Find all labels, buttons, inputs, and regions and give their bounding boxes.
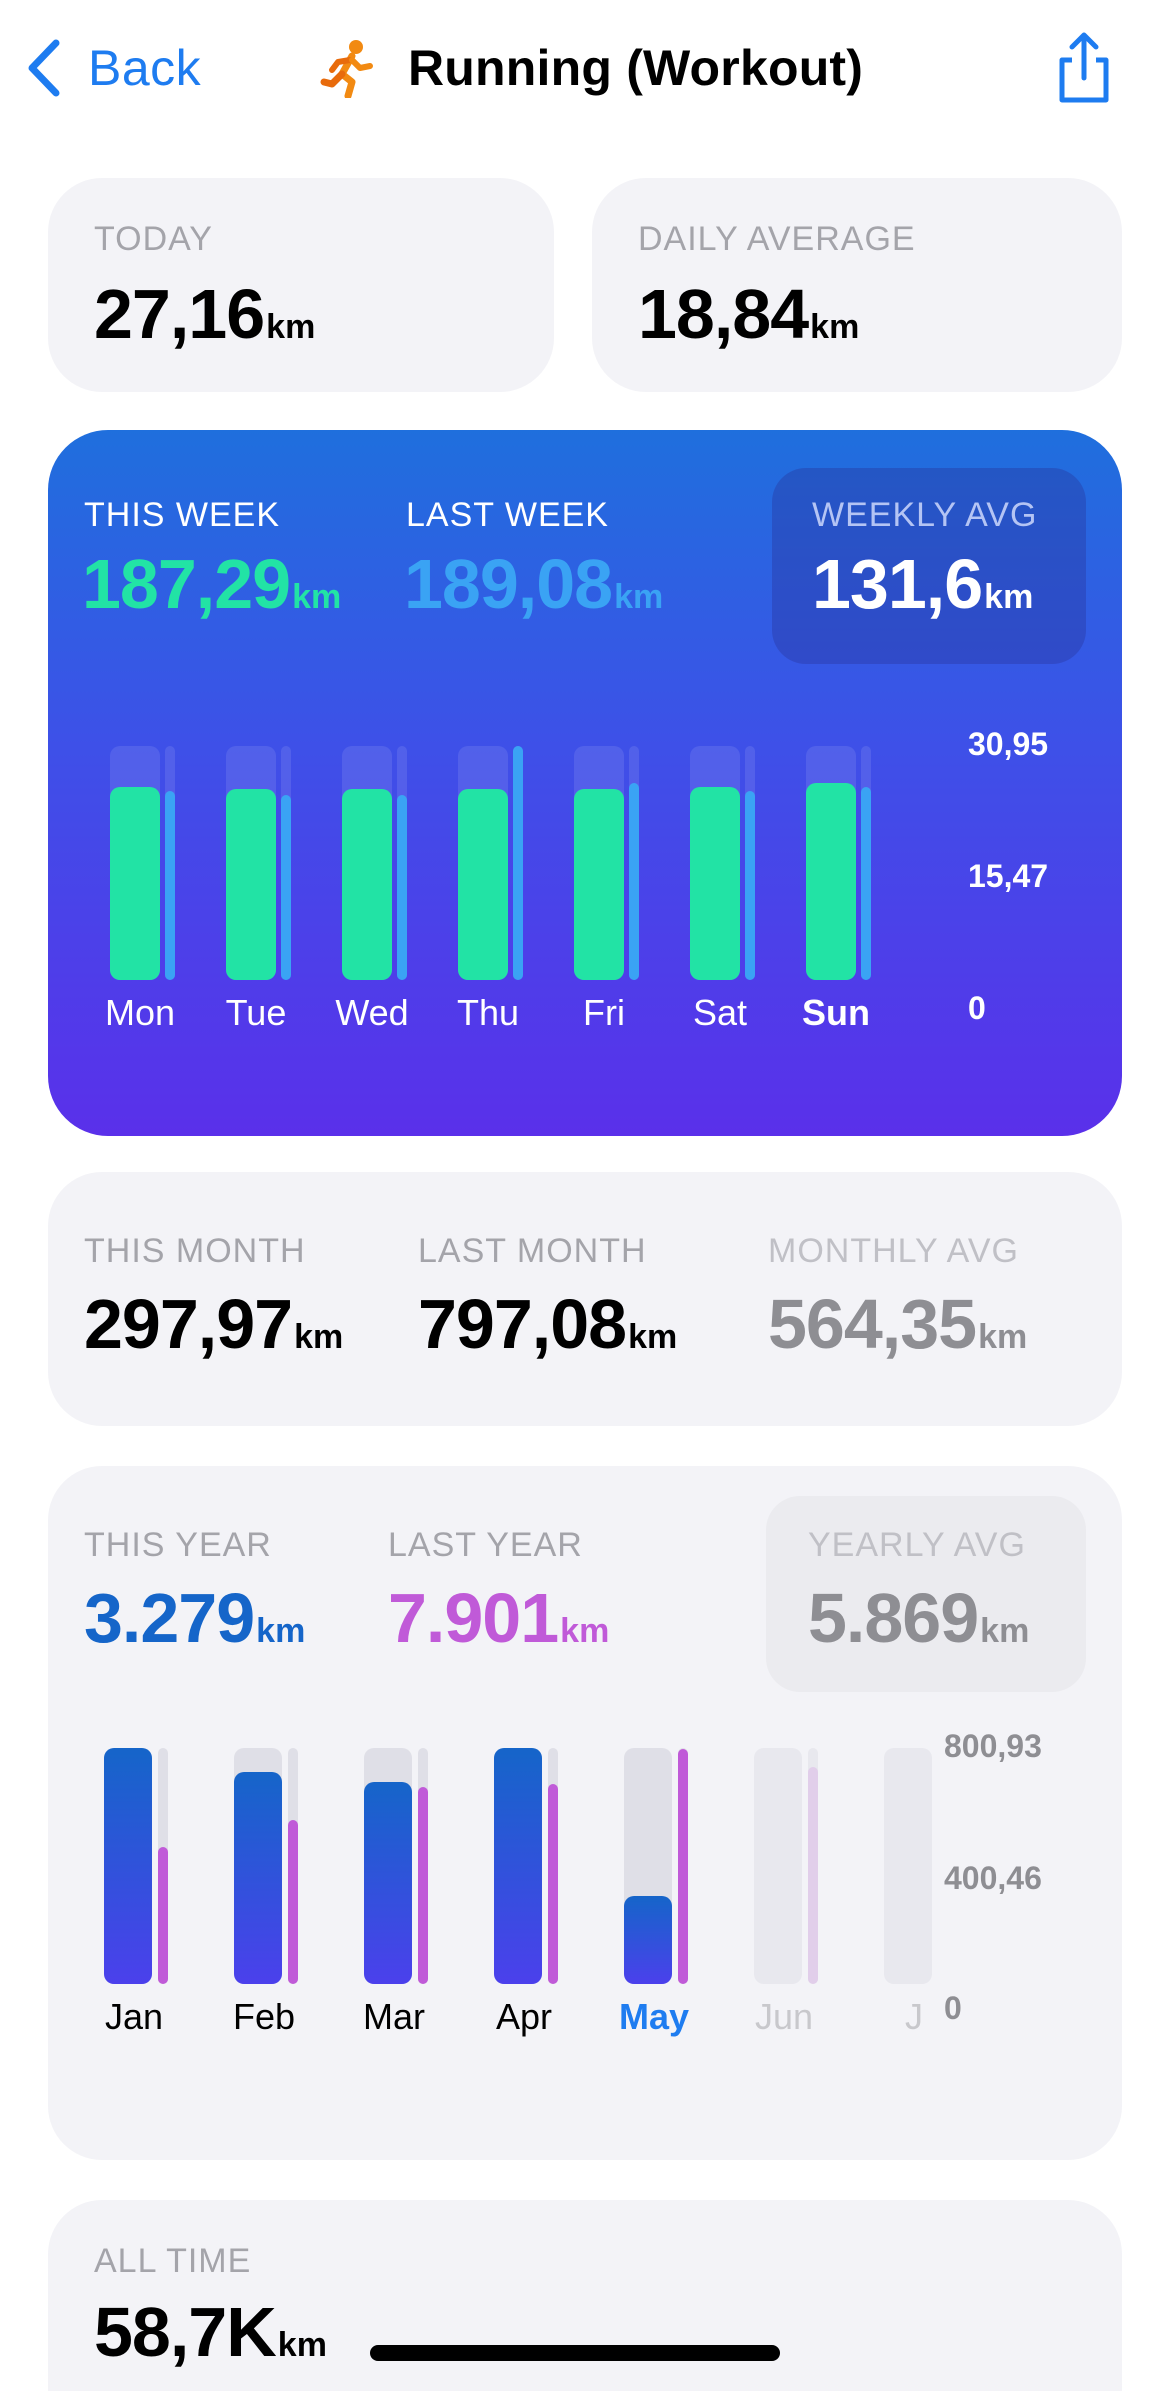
year-bar-last bbox=[808, 1767, 818, 1984]
year-month-label: May bbox=[618, 1996, 690, 2037]
year-bar-last bbox=[548, 1783, 558, 1984]
year-bar-last bbox=[158, 1846, 168, 1984]
last-week-label: LAST WEEK bbox=[406, 496, 609, 534]
this-year-value: 3.279km bbox=[84, 1579, 306, 1657]
week-day-label: Tue bbox=[225, 992, 287, 1033]
week-day-label: Mon bbox=[104, 992, 176, 1033]
month-card[interactable]: THIS MONTH 297,97km LAST MONTH 797,08km … bbox=[48, 1172, 1122, 1426]
year-bar-last bbox=[288, 1820, 298, 1984]
year-month-label: Jan bbox=[104, 1996, 164, 2037]
today-card[interactable]: TODAY 27,16km bbox=[48, 178, 554, 392]
chevron-left-icon bbox=[28, 39, 60, 97]
year-bar-chart: Jan Feb Mar Apr May Jun J 800,93 400,46 0 bbox=[48, 1466, 1122, 2160]
week-bar-this bbox=[690, 787, 740, 980]
year-bar-track bbox=[754, 1748, 802, 1984]
year-bar-this bbox=[624, 1896, 672, 1984]
last-week-value: 189,08km bbox=[404, 545, 664, 623]
week-bar-last bbox=[397, 794, 407, 980]
page-title: Running (Workout) bbox=[318, 36, 863, 100]
daily-average-value: 18,84km bbox=[638, 275, 860, 353]
year-month-label: Jun bbox=[754, 1996, 814, 2037]
year-bar-this bbox=[364, 1782, 412, 1984]
year-card[interactable]: THIS YEAR 3.279km LAST YEAR 7.901km YEAR… bbox=[48, 1466, 1122, 2160]
week-bar-this bbox=[342, 789, 392, 980]
week-bar-chart: Mon Tue Wed Thu Fri Sat Sun 30,95 15,47 0 bbox=[48, 430, 1122, 1136]
week-day-label: Sun bbox=[802, 992, 870, 1033]
year-month-label: Apr bbox=[495, 1996, 553, 2037]
last-month-value: 797,08km bbox=[418, 1285, 678, 1363]
all-time-label: ALL TIME bbox=[94, 2242, 252, 2280]
nav-header: Back Running (Workout) bbox=[0, 0, 1170, 150]
year-bar-this bbox=[104, 1748, 152, 1984]
today-value: 27,16km bbox=[94, 275, 316, 353]
year-bar-this bbox=[494, 1748, 542, 1984]
last-year-label: LAST YEAR bbox=[388, 1526, 583, 1564]
week-day-label: Sat bbox=[692, 992, 748, 1033]
weekly-avg-label: WEEKLY AVG bbox=[812, 496, 1038, 534]
year-y-tick: 800,93 bbox=[944, 1728, 1042, 1764]
weekly-avg-value: 131,6km bbox=[812, 545, 1034, 623]
week-bar-last bbox=[281, 794, 291, 980]
week-y-tick: 15,47 bbox=[968, 858, 1049, 894]
this-week-label: THIS WEEK bbox=[84, 496, 281, 534]
week-bar-this bbox=[458, 788, 508, 980]
week-bar-last bbox=[165, 790, 175, 980]
year-bar-this bbox=[234, 1771, 282, 1984]
year-y-tick: 400,46 bbox=[944, 1860, 1042, 1896]
week-card[interactable]: THIS WEEK 187,29km LAST WEEK 189,08km WE… bbox=[48, 430, 1122, 1136]
monthly-avg-value: 564,35km bbox=[768, 1285, 1028, 1363]
year-y-tick: 0 bbox=[944, 1990, 962, 2026]
year-bar-last bbox=[678, 1749, 688, 1984]
week-bar-this bbox=[806, 783, 856, 980]
week-bar-this bbox=[226, 788, 276, 980]
title-text: Running (Workout) bbox=[408, 40, 864, 96]
year-bar-track bbox=[884, 1748, 932, 1984]
yearly-avg-label: YEARLY AVG bbox=[808, 1526, 1026, 1564]
week-y-tick: 30,95 bbox=[968, 726, 1049, 762]
year-bar-last bbox=[418, 1786, 428, 1984]
this-week-value: 187,29km bbox=[82, 545, 342, 623]
week-day-label: Thu bbox=[456, 992, 520, 1033]
week-bar-last bbox=[861, 787, 871, 980]
this-month-value: 297,97km bbox=[84, 1285, 344, 1363]
all-time-card[interactable]: ALL TIME 58,7Kkm bbox=[48, 2200, 1122, 2391]
week-bar-this bbox=[110, 787, 160, 980]
home-indicator[interactable] bbox=[370, 2345, 780, 2361]
last-year-value: 7.901km bbox=[388, 1579, 610, 1657]
all-time-value: 58,7Kkm bbox=[94, 2293, 327, 2371]
runner-icon bbox=[320, 40, 373, 98]
share-icon[interactable] bbox=[1052, 30, 1116, 106]
year-month-label: Feb bbox=[232, 1996, 296, 2037]
this-month-label: THIS MONTH bbox=[84, 1232, 306, 1270]
daily-average-label: DAILY AVERAGE bbox=[638, 220, 916, 258]
week-y-tick: 0 bbox=[968, 990, 986, 1026]
year-month-label: J bbox=[905, 1996, 923, 2037]
monthly-avg-label: MONTHLY AVG bbox=[768, 1232, 1019, 1270]
week-bar-this bbox=[574, 789, 624, 980]
week-day-label: Fri bbox=[583, 992, 625, 1033]
this-year-label: THIS YEAR bbox=[84, 1526, 272, 1564]
daily-average-card[interactable]: DAILY AVERAGE 18,84km bbox=[592, 178, 1122, 392]
weekly-avg-box: WEEKLY AVG 131,6km bbox=[772, 468, 1086, 664]
last-month-label: LAST MONTH bbox=[418, 1232, 647, 1270]
week-bar-last bbox=[513, 746, 523, 980]
yearly-avg-value: 5.869km bbox=[808, 1579, 1030, 1657]
back-label: Back bbox=[88, 40, 202, 96]
week-day-label: Wed bbox=[335, 992, 409, 1033]
year-month-label: Mar bbox=[363, 1996, 425, 2037]
year-bar-last-track bbox=[808, 1748, 818, 1984]
week-bar-last bbox=[629, 783, 639, 980]
yearly-avg-box: YEARLY AVG 5.869km bbox=[766, 1496, 1086, 1692]
today-label: TODAY bbox=[94, 220, 213, 258]
back-button[interactable]: Back bbox=[26, 36, 201, 100]
week-bar-last bbox=[745, 790, 755, 980]
